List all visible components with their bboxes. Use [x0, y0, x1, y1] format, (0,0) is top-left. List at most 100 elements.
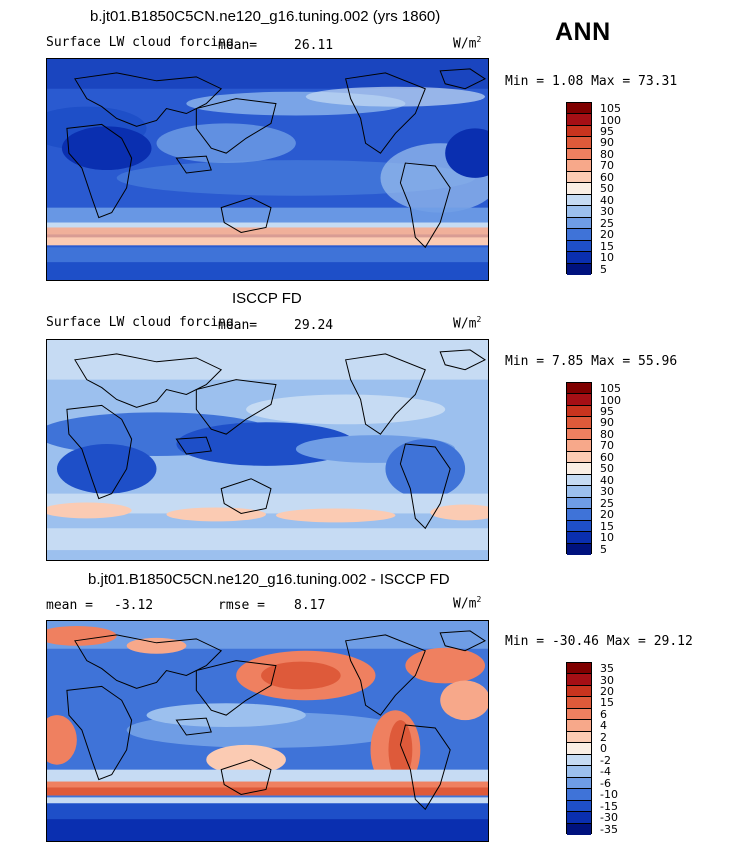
panel2-map — [46, 339, 489, 561]
panel2-swatch — [567, 486, 591, 498]
panel1-swatch — [567, 194, 591, 207]
panel1-range: Min = 1.08 Max = 73.31 — [505, 74, 678, 89]
panel3-rmse-value: 8.17 — [294, 598, 326, 613]
panel2-tick: 30 — [600, 485, 614, 499]
panel3-tick: 2 — [600, 730, 607, 744]
panel3-tick: -4 — [600, 765, 611, 779]
panel1-stat-value: 26.11 — [294, 38, 334, 53]
panel3-swatch — [567, 720, 591, 732]
panel2-tick: 5 — [600, 542, 607, 556]
panel3-mean-label: mean = — [46, 598, 93, 613]
panel1-tick: 80 — [600, 147, 614, 161]
panel2-tick: 20 — [600, 508, 614, 522]
panel3-range: Min = -30.46 Max = 29.12 — [505, 634, 693, 649]
panel2-swatch — [567, 428, 591, 441]
panel1-tick: 105 — [600, 102, 621, 115]
panel2-map-svg — [47, 340, 488, 560]
panel3-tick: 0 — [600, 742, 607, 756]
panel1-swatch — [567, 137, 591, 149]
panel3-swatch — [567, 789, 591, 801]
panel1-tick: 60 — [600, 170, 614, 184]
panel1-colorbar — [566, 102, 592, 276]
panel1-swatch — [567, 125, 591, 138]
panel3-tick: 35 — [600, 662, 614, 675]
panel2-tick: 15 — [600, 519, 614, 533]
panel2-swatch — [567, 451, 591, 464]
panel1-swatch — [567, 217, 591, 230]
panel3-colorbar — [566, 662, 592, 836]
panel1-tick: 5 — [600, 262, 607, 276]
panel3-swatch — [567, 766, 591, 778]
panel2-tick: 60 — [600, 450, 614, 464]
panel2-swatch — [567, 394, 591, 406]
panel1-swatch — [567, 263, 591, 276]
panel1-tick: 15 — [600, 239, 614, 253]
panel3-tick: 4 — [600, 719, 607, 733]
panel1-swatch — [567, 206, 591, 218]
panel1-swatch — [567, 114, 591, 126]
panel3-swatch — [567, 674, 591, 686]
panel1-swatch — [567, 171, 591, 184]
panel3-swatch — [567, 697, 591, 709]
panel2-swatch — [567, 520, 591, 533]
panel1-tick: 95 — [600, 125, 614, 138]
panel2-colorbar — [566, 382, 592, 556]
panel1-swatch — [567, 103, 591, 115]
panel3-tick: -2 — [600, 753, 611, 767]
panel3-tick: -15 — [600, 799, 618, 813]
panel3-unit: W/m2 — [453, 595, 482, 612]
panel2-tick: 50 — [600, 462, 614, 476]
panel1-title: b.jt01.B1850C5CN.ne120_g16.tuning.002 (y… — [90, 8, 441, 25]
panel2-title: ISCCP FD — [232, 290, 302, 307]
panel3-swatch — [567, 812, 591, 824]
panel2-stat-value: 29.24 — [294, 318, 334, 333]
panel1-tick: 30 — [600, 205, 614, 219]
panel1-swatch — [567, 148, 591, 161]
panel2-tick: 70 — [600, 439, 614, 453]
panel2-swatch — [567, 417, 591, 429]
panel3-tick: -6 — [600, 776, 611, 790]
panel1-swatch — [567, 240, 591, 253]
panel3-swatch — [567, 754, 591, 767]
panel2-variable: Surface LW cloud forcing — [46, 315, 234, 330]
panel2-tick: 100 — [600, 393, 621, 407]
panel3-tick: -10 — [600, 788, 618, 802]
panel2-tick: 10 — [600, 531, 614, 545]
panel3-tick: -35 — [600, 822, 618, 836]
panel2-swatch — [567, 463, 591, 475]
panel2-stat-label: mean= — [218, 318, 258, 333]
panel1-tick: 40 — [600, 193, 614, 207]
panel2-unit: W/m2 — [453, 315, 482, 332]
panel1-swatch — [567, 229, 591, 241]
panel1-tick: 70 — [600, 159, 614, 173]
panel3-tick: 6 — [600, 707, 607, 721]
panel1-map — [46, 58, 489, 281]
panel1-stat-label: mean= — [218, 38, 258, 53]
panel2-swatch — [567, 509, 591, 521]
panel3-title: b.jt01.B1850C5CN.ne120_g16.tuning.002 - … — [88, 571, 450, 588]
panel3-swatch — [567, 663, 591, 675]
panel2-swatch — [567, 543, 591, 556]
panel3-mean-value: -3.12 — [114, 598, 154, 613]
panel3-tick: 30 — [600, 673, 614, 687]
panel2-swatch — [567, 532, 591, 544]
panel2-tick: 80 — [600, 427, 614, 441]
panel3-tick: -30 — [600, 811, 618, 825]
panel2-swatch — [567, 405, 591, 418]
panel3-tick: 15 — [600, 696, 614, 710]
season-label: ANN — [555, 18, 611, 46]
panel2-tick: 90 — [600, 416, 614, 430]
panel1-tick: 20 — [600, 228, 614, 242]
panel1-variable: Surface LW cloud forcing — [46, 35, 234, 50]
panel3-swatch — [567, 777, 591, 790]
panel3-swatch — [567, 823, 591, 836]
panel1-swatch — [567, 183, 591, 195]
panel1-map-svg — [47, 59, 488, 280]
panel1-swatch — [567, 160, 591, 172]
panel2-swatch — [567, 383, 591, 395]
panel2-tick: 105 — [600, 382, 621, 395]
panel1-tick: 90 — [600, 136, 614, 150]
panel3-swatch — [567, 708, 591, 721]
panel3-swatch — [567, 800, 591, 813]
panel3-swatch — [567, 731, 591, 744]
